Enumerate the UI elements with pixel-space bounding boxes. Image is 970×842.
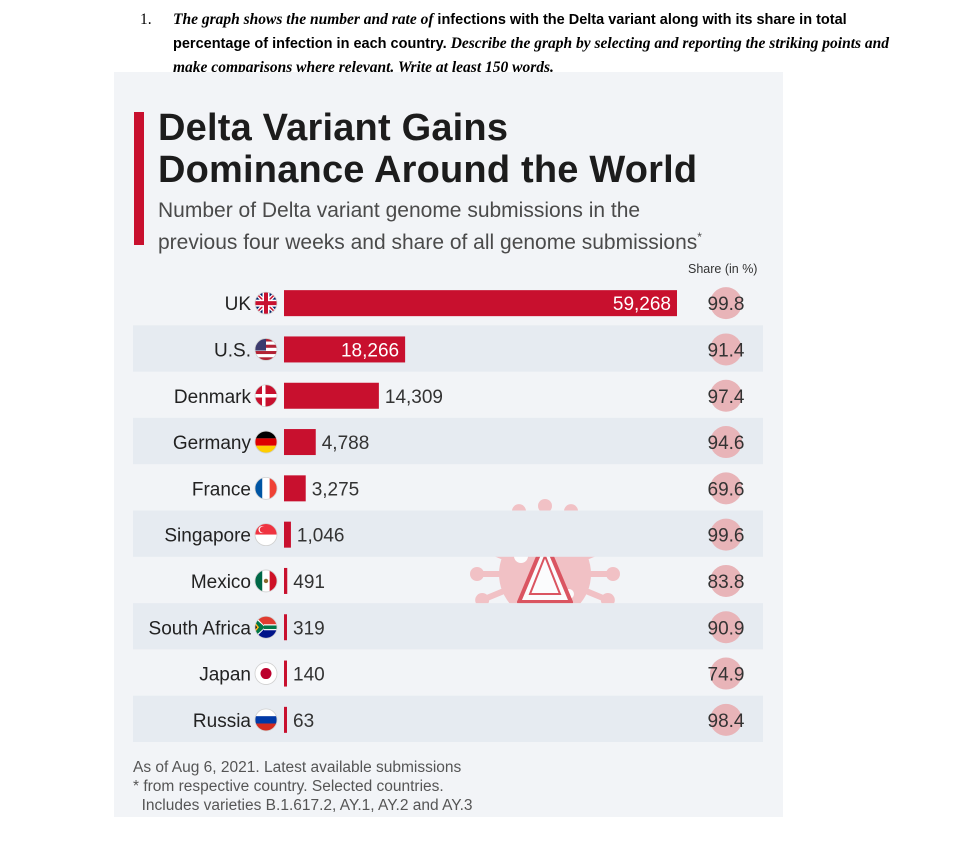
category-label: France [192, 479, 251, 500]
russia-flag-icon [254, 708, 278, 732]
share-bubble [710, 564, 742, 597]
row-uk: UK 59,268 99.8 [225, 287, 745, 320]
share-label: 74.9 [708, 665, 745, 686]
share-label: 98.4 [708, 711, 745, 732]
uk-flag-icon [254, 291, 278, 315]
mexico-flag-icon [254, 569, 278, 593]
chart-subtitle-line-2: previous four weeks and share of all gen… [158, 231, 698, 254]
category-label: Denmark [174, 387, 252, 408]
row-stripe [133, 695, 763, 742]
south-africa-flag-icon [254, 615, 278, 639]
question-part-1: The graph shows the number and rate of [173, 11, 434, 28]
question-text: 1. The graph shows the number and rate o… [140, 8, 900, 79]
category-label: Japan [199, 665, 251, 686]
value-label: 63 [293, 711, 314, 732]
bar [284, 614, 287, 641]
question-part-4: Describe the graph by selecting and repo… [173, 35, 890, 76]
share-label: 90.9 [708, 618, 745, 639]
chart-title: Delta Variant Gains Dominance Around the… [158, 107, 697, 191]
share-label: 91.4 [708, 340, 745, 361]
category-label: Mexico [191, 572, 251, 593]
france-flag-icon [254, 476, 278, 500]
value-label: 4,788 [322, 433, 370, 454]
bar-chart: UK 59,268 99.8 U.S. 18,266 91.4 Denmark 14,309 9… [133, 287, 763, 742]
share-label: 94.6 [708, 433, 745, 454]
category-label: South Africa [149, 618, 252, 639]
bar [284, 706, 287, 733]
category-label: UK [225, 294, 252, 315]
row-japan: Japan 140 74.9 [199, 657, 745, 690]
row-stripe [133, 510, 763, 557]
category-label: Russia [193, 711, 252, 732]
question-number: 1. [140, 11, 152, 28]
share-bubble [710, 703, 742, 736]
value-label: 491 [293, 572, 325, 593]
share-label: 97.4 [708, 387, 745, 408]
row-stripe [133, 325, 763, 372]
share-bubble [710, 518, 742, 551]
row-denmark: Denmark 14,309 97.4 [174, 379, 745, 412]
row-stripe [133, 603, 763, 650]
share-bubble [710, 611, 742, 644]
row-russia: Russia 63 98.4 [133, 695, 763, 742]
japan-flag-icon [254, 662, 278, 685]
row-singapore: Singapore 1,046 99.6 [133, 510, 763, 557]
bar [284, 382, 379, 409]
share-bubble [710, 472, 742, 505]
subtitle-footnote-mark: * [697, 230, 702, 244]
question-part-3: . [442, 36, 451, 52]
row-germany: Germany 4,788 94.6 [133, 417, 763, 465]
question-part-2: infections with the Delta variant along … [173, 12, 847, 52]
chart-title-line-2: Dominance Around the World [158, 149, 698, 191]
singapore-flag-icon [254, 523, 278, 547]
row-mexico: Mexico 491 83.8 [191, 564, 745, 597]
row-south-africa: South Africa 319 90.9 [133, 603, 763, 650]
share-bubble [710, 379, 742, 412]
value-label: 319 [293, 618, 325, 639]
value-label: 59,268 [613, 294, 671, 315]
row-stripe [133, 417, 763, 465]
value-label: 3,275 [312, 479, 360, 500]
category-label: U.S. [214, 340, 251, 361]
bar [284, 429, 316, 456]
share-bubble [710, 333, 742, 366]
share-label: 99.6 [708, 526, 745, 547]
us-flag-icon [254, 338, 278, 361]
bar [284, 336, 406, 363]
bar [284, 521, 291, 548]
share-label: 83.8 [708, 572, 745, 593]
footer-line-1: As of Aug 6, 2021. Latest available subm… [133, 759, 462, 776]
chart-subtitle-line-1: Number of Delta variant genome submissio… [158, 199, 641, 222]
share-bubble [710, 426, 742, 459]
value-label: 140 [293, 665, 325, 686]
bar [284, 567, 288, 594]
footer-line-3: Includes varieties B.1.617.2, AY.1, AY.2… [133, 797, 473, 814]
value-label: 18,266 [341, 340, 399, 361]
bar [284, 290, 677, 317]
germany-flag-icon [254, 430, 278, 454]
row-u-s: U.S. 18,266 91.4 [133, 325, 763, 372]
chart-footer: As of Aug 6, 2021. Latest available subm… [133, 758, 773, 815]
bar [284, 660, 287, 687]
value-label: 14,309 [385, 387, 443, 408]
value-label: 1,046 [297, 526, 345, 547]
share-column-header: Share (in %) [688, 262, 758, 276]
share-label: 99.8 [708, 294, 745, 315]
category-label: Singapore [164, 526, 251, 547]
category-label: Germany [173, 433, 252, 454]
chart-subtitle: Number of Delta variant genome submissio… [158, 198, 768, 256]
share-bubble [710, 287, 742, 320]
title-accent-bar [134, 112, 144, 245]
bar [284, 475, 306, 502]
infographic-card: Delta Variant Gains Dominance Around the… [114, 72, 783, 817]
footer-line-2: * from respective country. Selected coun… [133, 778, 444, 795]
denmark-flag-icon [254, 384, 278, 408]
chart-title-line-1: Delta Variant Gains [158, 107, 509, 149]
row-france: France 3,275 69.6 [192, 472, 745, 505]
share-label: 69.6 [708, 479, 745, 500]
share-bubble [710, 657, 742, 690]
